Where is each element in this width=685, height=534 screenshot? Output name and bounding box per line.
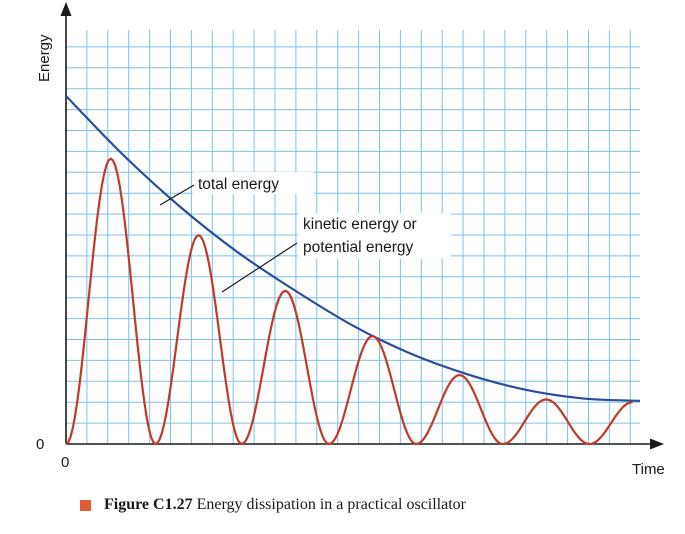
chart-axes — [60, 2, 664, 450]
annotation-kinetic-energy-line-1: kinetic energy or — [303, 216, 417, 233]
annotation-kinetic-energy: kinetic energy or potential energy — [221, 213, 451, 293]
annotation-kinetic-energy-pointer — [221, 242, 298, 293]
y-axis-label: Energy — [36, 34, 53, 82]
caption-square-icon — [80, 500, 91, 511]
annotation-total-energy: total energy — [159, 172, 314, 206]
figure-caption: Figure C1.27 Energy dissipation in a pra… — [80, 496, 466, 514]
annotation-total-energy-pointer — [159, 184, 195, 206]
energy-chart: Energy 0 0 Time total energy kinetic ene… — [36, 2, 665, 478]
annotation-kinetic-energy-line-2: potential energy — [303, 239, 414, 256]
series-total-energy-line — [65, 95, 641, 402]
x-axis-arrow-icon — [650, 438, 664, 450]
series-kinetic-energy-line — [65, 157, 633, 446]
y-origin-label: 0 — [36, 436, 44, 453]
x-origin-label: 0 — [61, 454, 69, 471]
x-axis-label: Time — [632, 461, 665, 478]
y-axis-arrow-icon — [60, 2, 72, 16]
caption-text: Energy dissipation in a practical oscill… — [192, 496, 466, 513]
caption-label: Figure C1.27 — [104, 496, 193, 513]
annotation-total-energy-text: total energy — [198, 176, 279, 193]
